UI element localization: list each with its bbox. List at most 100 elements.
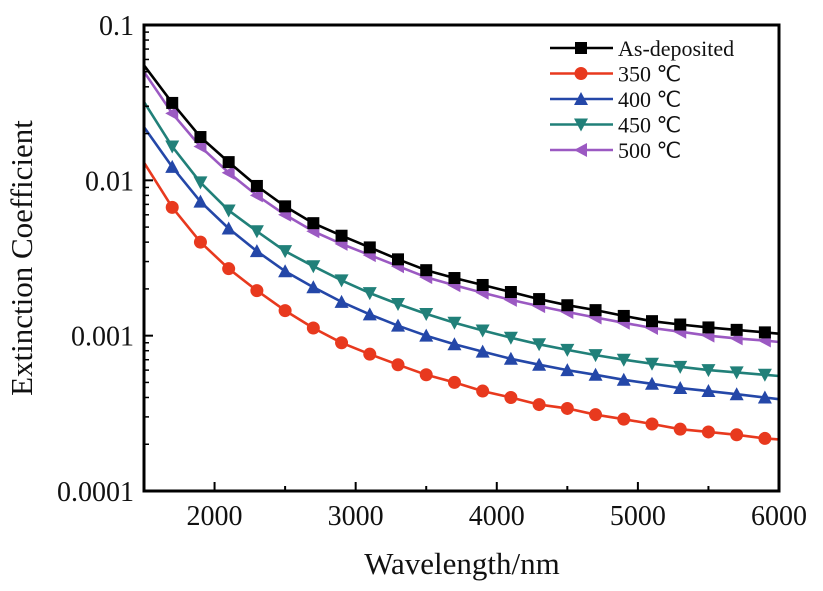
data-point-marker: [420, 264, 433, 277]
data-point-marker: [729, 366, 744, 380]
data-point-marker: [447, 337, 462, 351]
series-line: [142, 126, 780, 401]
x-axis-title: Wavelength/nm: [364, 546, 560, 581]
data-point-marker: [193, 176, 208, 190]
data-point-marker: [334, 294, 349, 308]
y-axis-title: Extinction Coefficient: [4, 120, 39, 396]
legend-marker: [574, 143, 587, 157]
y-tick-label: 0.0001: [57, 477, 134, 508]
data-point-marker: [221, 165, 235, 180]
data-point-marker: [730, 323, 743, 336]
data-point-marker: [588, 367, 603, 381]
legend-marker: [575, 42, 587, 54]
data-point-marker: [589, 408, 603, 422]
x-tick-label: 3000: [328, 501, 384, 532]
x-tick-label: 4000: [469, 501, 525, 532]
data-point-marker: [758, 431, 772, 445]
data-point-marker: [504, 286, 517, 299]
data-point-marker: [561, 299, 574, 312]
data-point-marker: [617, 309, 630, 322]
data-point-marker: [503, 351, 518, 365]
data-point-marker: [673, 381, 688, 395]
data-point-marker: [701, 384, 716, 398]
data-point-marker: [222, 156, 235, 169]
data-point-marker: [702, 321, 715, 334]
legend-label: 350 ℃: [618, 62, 681, 87]
legend-entry: 500 ℃: [550, 138, 681, 163]
data-point-marker: [165, 140, 180, 154]
legend-marker: [574, 67, 588, 80]
data-point-marker: [278, 304, 292, 318]
data-point-marker: [674, 318, 687, 331]
x-tick-label: 5000: [610, 501, 666, 532]
series-line: [142, 71, 780, 344]
y-tick-label: 0.001: [71, 322, 134, 353]
data-point-marker: [701, 425, 715, 439]
legend-label: 500 ℃: [618, 138, 681, 163]
data-point-marker: [616, 372, 631, 386]
series-450-: [142, 101, 780, 382]
data-point-marker: [334, 274, 349, 288]
data-point-marker: [165, 200, 179, 214]
data-point-marker: [165, 106, 179, 121]
data-point-marker: [249, 244, 264, 258]
data-point-marker: [504, 390, 518, 404]
data-point-marker: [532, 357, 547, 371]
data-point-marker: [645, 417, 659, 431]
data-point-marker: [391, 297, 405, 311]
data-point-marker: [447, 375, 461, 389]
data-point-marker: [503, 331, 518, 345]
data-point-marker: [335, 229, 348, 242]
data-point-marker: [673, 422, 687, 436]
data-point-marker: [306, 280, 321, 294]
data-point-marker: [250, 179, 263, 192]
data-point-marker: [532, 338, 547, 352]
data-point-marker: [673, 360, 688, 374]
data-point-marker: [392, 253, 404, 266]
data-point-marker: [476, 278, 489, 291]
data-point-marker: [645, 376, 659, 390]
legend-marker: [574, 92, 588, 105]
data-point-marker: [616, 353, 631, 367]
data-point-marker: [222, 262, 236, 276]
data-point-marker: [194, 131, 207, 144]
legend-entry: 400 ℃: [550, 87, 681, 112]
data-point-marker: [391, 318, 405, 332]
data-point-marker: [645, 357, 659, 371]
y-tick-label: 0.01: [85, 166, 134, 197]
data-point-marker: [560, 401, 574, 415]
data-point-marker: [306, 260, 321, 274]
data-point-marker: [419, 368, 433, 382]
data-point-marker: [533, 293, 546, 306]
series-line: [142, 64, 780, 335]
x-tick-label: 6000: [751, 501, 807, 532]
series-as-deposited: [142, 64, 780, 339]
ticks-layer: 2000 3000 4000 5000 6000 0.0001 0.001 0.01 0.1: [57, 11, 807, 532]
data-point-marker: [278, 264, 293, 278]
data-point-marker: [419, 307, 434, 321]
data-point-marker: [730, 428, 744, 442]
data-point-marker: [589, 304, 602, 317]
data-point-marker: [447, 316, 462, 330]
series-500-: [142, 71, 780, 348]
data-point-marker: [221, 204, 236, 218]
data-point-marker: [448, 272, 461, 285]
series-350-: [142, 161, 780, 445]
data-point-marker: [560, 343, 575, 357]
data-point-marker: [221, 221, 236, 235]
plot-frame: [142, 23, 781, 493]
data-point-marker: [532, 398, 546, 412]
data-point-marker: [166, 96, 179, 109]
data-point-marker: [362, 307, 377, 321]
data-point-marker: [250, 284, 264, 298]
data-point-marker: [475, 344, 490, 358]
x-tick-label: 2000: [187, 501, 243, 532]
data-point-marker: [560, 363, 575, 377]
data-point-marker: [307, 217, 320, 230]
series-400-: [142, 126, 780, 404]
series-line: [142, 161, 780, 441]
data-point-marker: [729, 387, 744, 401]
data-point-marker: [278, 245, 293, 259]
data-point-marker: [193, 235, 207, 249]
